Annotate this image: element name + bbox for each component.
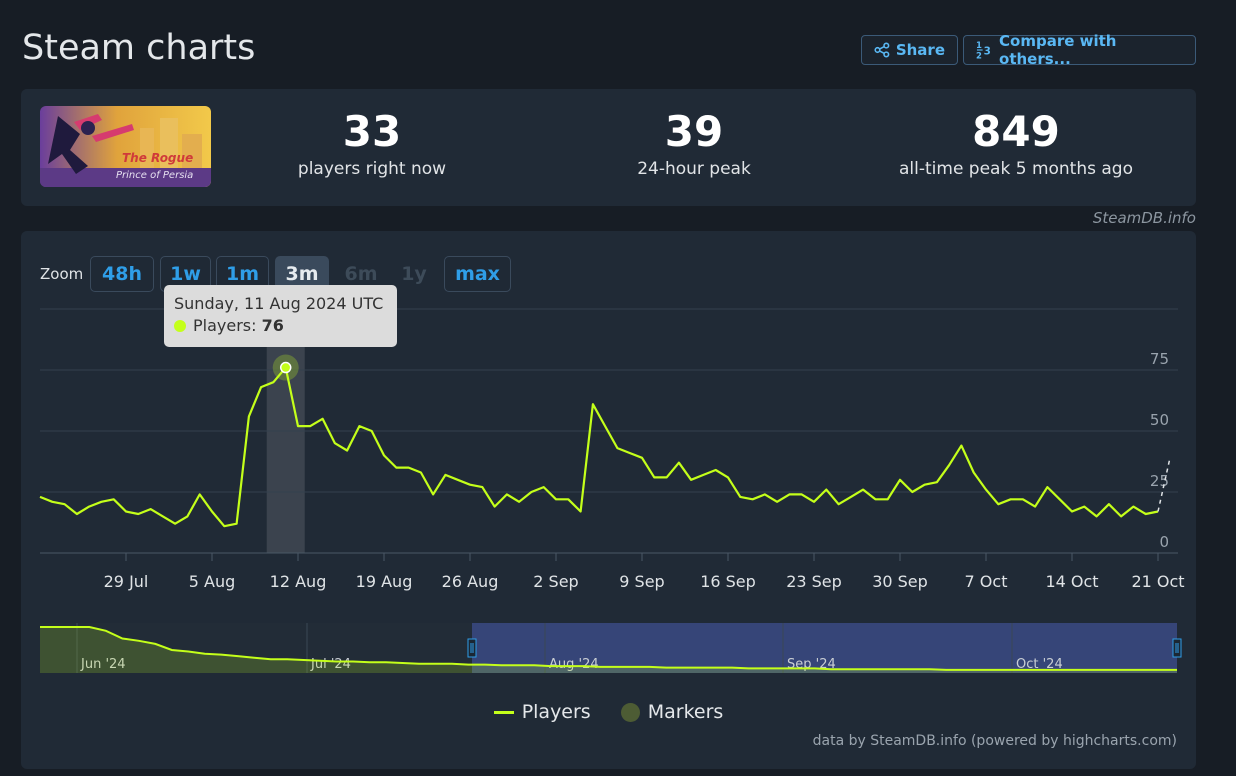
share-button[interactable]: Share xyxy=(861,35,958,65)
stat-24h-peak: 39 24-hour peak xyxy=(544,107,844,179)
legend-item-players[interactable]: Players xyxy=(493,701,591,723)
share-icon xyxy=(874,42,890,58)
stat-value: 849 xyxy=(972,107,1060,156)
share-label: Share xyxy=(895,41,945,59)
x-tick-label: 30 Sep xyxy=(872,572,928,591)
stats-panel: The Rogue Prince of Persia 33 players ri… xyxy=(21,89,1196,206)
legend-label-players: Players xyxy=(521,701,591,723)
game-capsule-image[interactable]: The Rogue Prince of Persia xyxy=(40,106,211,187)
zoom-6m-button: 6m xyxy=(344,263,378,285)
navigator-label: Oct '24 xyxy=(1016,657,1063,672)
stat-label: players right now xyxy=(297,159,447,179)
navigator-handle-right xyxy=(1172,638,1182,658)
x-tick-label: 21 Oct xyxy=(1131,572,1184,591)
y-tick-label: 0 xyxy=(1159,533,1169,551)
navigator-label: Jun '24 xyxy=(80,657,126,672)
stat-current-players: 33 players right now xyxy=(222,107,522,179)
navigator-series-line xyxy=(40,626,1177,671)
navigator-background xyxy=(40,623,1177,673)
chart-panel: Zoom 48h 1w 1m 3m 6m 1y max 0 25 50 75 29 Ju… xyxy=(21,231,1196,769)
chart-tooltip: Sunday, 11 Aug 2024 UTC Players: 76 xyxy=(164,285,397,347)
zoom-max-button[interactable]: max xyxy=(444,256,511,292)
y-tick-label: 50 xyxy=(1150,411,1169,429)
y-tick-label: 25 xyxy=(1150,472,1169,490)
highlight-point xyxy=(279,361,292,374)
navigator-handle-left xyxy=(467,638,477,658)
stat-label: 24-hour peak xyxy=(637,159,751,179)
y-tick-label: 75 xyxy=(1150,350,1169,368)
x-tick-label: 14 Oct xyxy=(1045,572,1098,591)
stat-value: 39 xyxy=(664,107,724,156)
stat-value: 33 xyxy=(342,107,402,156)
legend-label-markers: Markers xyxy=(647,701,724,723)
compare-label: Compare with others... xyxy=(999,32,1117,68)
zoom-48h-button[interactable]: 48h xyxy=(90,256,154,292)
x-tick-label: 7 Oct xyxy=(965,572,1008,591)
tooltip-series-label: Players: xyxy=(193,316,257,335)
in-progress-line xyxy=(1157,457,1171,512)
x-tick-label: 23 Sep xyxy=(786,572,842,591)
x-tick-label: 2 Sep xyxy=(533,572,578,591)
navigator-selection xyxy=(472,623,1177,673)
x-tick-label: 5 Aug xyxy=(189,572,236,591)
series-line-players xyxy=(39,366,1159,528)
x-tick-label: 9 Sep xyxy=(619,572,664,591)
zoom-1y-button: 1y xyxy=(401,263,427,285)
x-tick-label: 26 Aug xyxy=(442,572,499,591)
zoom-label: Zoom xyxy=(40,265,84,283)
stat-all-time-peak: 849 all-time peak 5 months ago xyxy=(866,107,1166,179)
svg-text:3: 3 xyxy=(984,46,991,58)
fraction-icon: 1 2 3 xyxy=(976,41,991,60)
game-logo-line1: The Rogue xyxy=(122,151,193,165)
compare-button[interactable]: 1 2 3 Compare with others... xyxy=(963,32,1196,68)
attribution-link[interactable]: SteamDB.info xyxy=(1092,209,1196,227)
line-icon xyxy=(493,710,514,714)
svg-text:2: 2 xyxy=(976,52,982,60)
marker-dot-icon xyxy=(620,702,640,722)
tooltip-date: Sunday, 11 Aug 2024 UTC xyxy=(174,294,384,313)
legend-item-markers[interactable]: Markers xyxy=(620,701,724,723)
series-dot-icon xyxy=(174,319,186,332)
x-tick-label: 16 Sep xyxy=(700,572,756,591)
stat-label: all-time peak 5 months ago xyxy=(899,159,1133,179)
x-tick-label: 12 Aug xyxy=(270,572,327,591)
game-logo-line2: Prince of Persia xyxy=(116,170,193,181)
navigator-label: Aug '24 xyxy=(549,657,599,672)
x-tick-label: 29 Jul xyxy=(104,572,149,591)
tooltip-value: 76 xyxy=(261,316,284,335)
svg-text:1: 1 xyxy=(976,41,982,51)
page-title: Steam charts xyxy=(22,28,256,68)
x-tick-label: 19 Aug xyxy=(356,572,413,591)
chart-legend: Players Markers xyxy=(21,701,1196,723)
chart-credits[interactable]: data by SteamDB.info (powered by highcha… xyxy=(812,733,1177,749)
